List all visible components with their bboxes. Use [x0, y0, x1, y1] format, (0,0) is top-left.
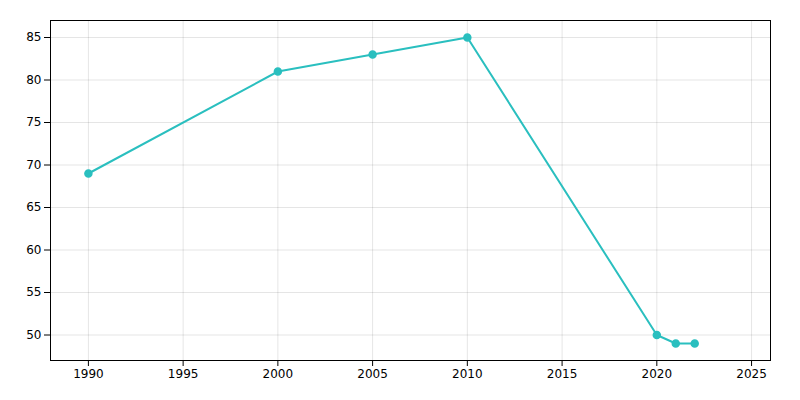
svg-text:85: 85	[26, 30, 41, 44]
svg-text:2015: 2015	[547, 367, 578, 381]
svg-text:2020: 2020	[642, 367, 673, 381]
svg-text:50: 50	[26, 328, 41, 342]
svg-text:55: 55	[26, 285, 41, 299]
svg-text:2025: 2025	[736, 367, 767, 381]
svg-text:2010: 2010	[452, 367, 483, 381]
svg-text:2005: 2005	[357, 367, 388, 381]
svg-text:70: 70	[26, 158, 41, 172]
svg-text:80: 80	[26, 73, 41, 87]
svg-text:75: 75	[26, 115, 41, 129]
svg-text:1995: 1995	[168, 367, 199, 381]
svg-text:1990: 1990	[73, 367, 104, 381]
svg-text:65: 65	[26, 200, 41, 214]
svg-text:60: 60	[26, 243, 41, 257]
svg-text:2000: 2000	[263, 367, 294, 381]
